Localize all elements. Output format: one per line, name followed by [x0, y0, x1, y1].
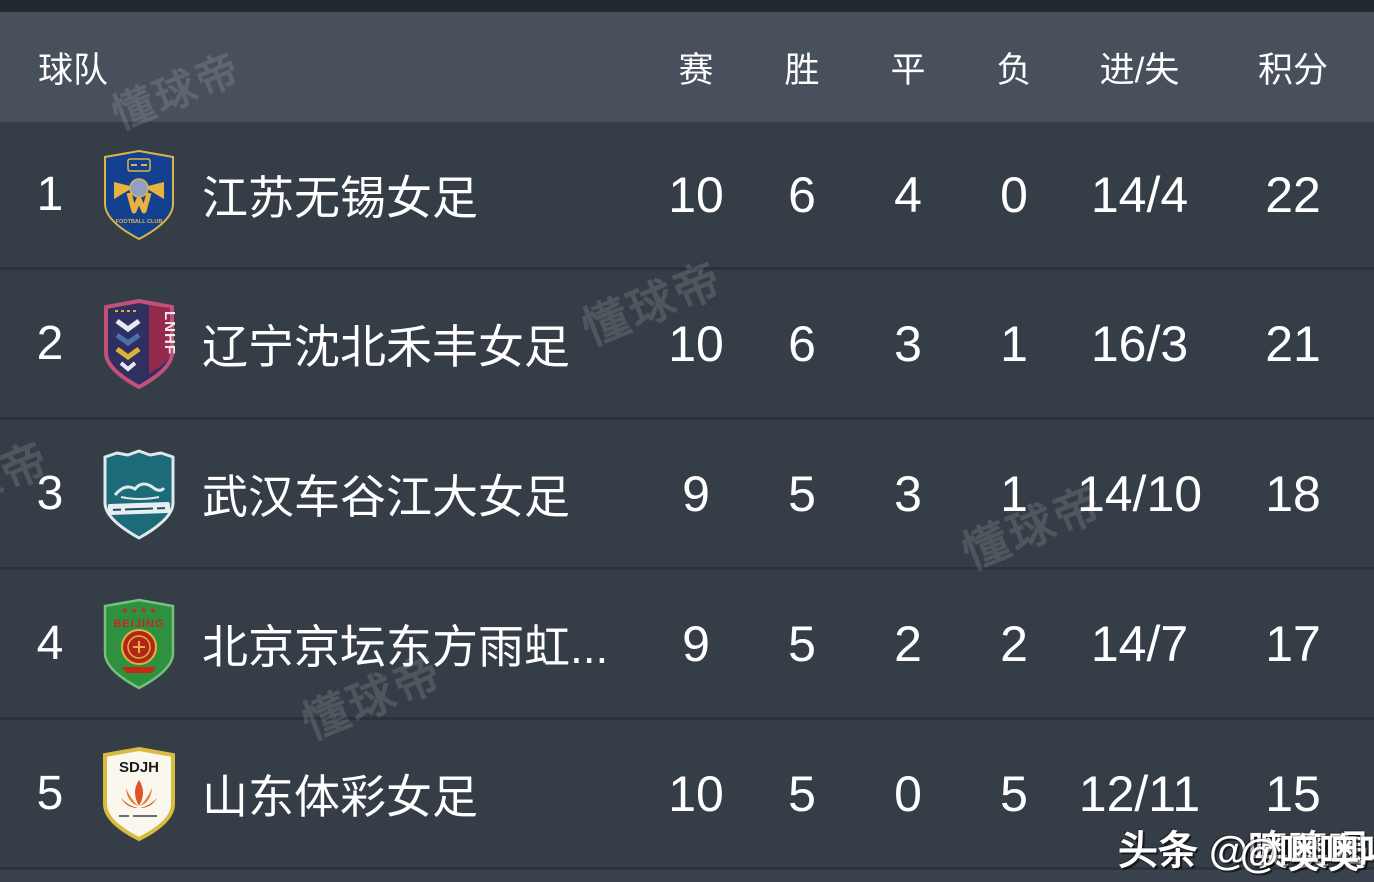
shandong-sdjh-badge-icon: SDJH [103, 746, 175, 841]
stat-played: 9 [682, 615, 710, 672]
stat-drawn: 3 [894, 315, 922, 372]
stat-goals: 14/4 [1090, 166, 1189, 223]
stat-lost: 0 [1000, 166, 1028, 223]
stat-won: 5 [788, 615, 816, 672]
next-row-partial [0, 867, 1374, 882]
team-badge: ★ ★ ★ ★ BEIJING [100, 598, 178, 690]
wuhan-jiangda-badge-icon [103, 449, 175, 539]
badge-text: SDJH [119, 759, 159, 776]
stat-points: 17 [1265, 615, 1321, 672]
liaoning-lnhf-badge-icon: LNHF [104, 298, 175, 389]
stat-won: 5 [788, 765, 816, 822]
stat-points: 21 [1265, 315, 1321, 372]
column-header-goals: 进/失 [1099, 50, 1180, 90]
standings-header-row: 球队 赛 胜 平 负 进/失 积分 [0, 12, 1374, 122]
column-header-played: 赛 [678, 50, 714, 90]
team-badge: FOOTBALL CLUB [100, 149, 178, 241]
stat-points: 22 [1265, 166, 1321, 223]
rank-label: 3 [36, 467, 64, 520]
standings-row[interactable]: 2 LNHF 辽宁沈北禾丰女足 10 6 3 1 16/3 21 [0, 267, 1374, 417]
stat-played: 10 [668, 765, 724, 822]
badge-text: LNHF [161, 311, 175, 355]
standings-row[interactable]: 1 FOOTBALL CLUB 江苏无锡女足 10 6 4 0 14/4 22 [0, 122, 1374, 267]
stat-goals: 14/10 [1076, 465, 1203, 522]
status-bar-strip [0, 0, 1374, 12]
rank-label: 5 [36, 767, 64, 820]
stat-goals: 14/7 [1090, 615, 1189, 672]
team-name[interactable]: 北京京坛东方雨虹... [202, 620, 609, 673]
svg-text:★ ★ ★ ★: ★ ★ ★ ★ [121, 606, 156, 615]
stat-lost: 1 [1000, 465, 1028, 522]
team-badge: SDJH [100, 746, 178, 842]
team-badge [100, 447, 178, 541]
team-name[interactable]: 江苏无锡女足 [202, 171, 478, 224]
stat-lost: 1 [1000, 315, 1028, 372]
stat-played: 10 [668, 315, 724, 372]
stat-drawn: 2 [894, 615, 922, 672]
stat-goals: 12/11 [1078, 765, 1201, 822]
stat-lost: 5 [1000, 765, 1028, 822]
stat-points: 18 [1265, 465, 1321, 522]
team-name[interactable]: 山东体彩女足 [202, 770, 478, 823]
column-header-won: 胜 [784, 50, 820, 90]
team-name[interactable]: 辽宁沈北禾丰女足 [202, 320, 570, 373]
column-header-team: 球队 [38, 50, 109, 90]
column-header-drawn: 平 [890, 50, 926, 90]
badge-text: FOOTBALL CLUB [116, 219, 163, 225]
rank-label: 4 [36, 617, 64, 670]
column-header-lost: 负 [996, 50, 1032, 90]
stat-goals: 16/3 [1090, 315, 1189, 372]
rank-label: 1 [36, 168, 64, 221]
standings-row[interactable]: 5 SDJH 山东体彩女足 10 5 0 5 12/11 15 [0, 717, 1374, 867]
stat-lost: 2 [1000, 615, 1028, 672]
stat-drawn: 0 [894, 765, 922, 822]
badge-text: BEIJING [113, 618, 164, 630]
stat-played: 10 [668, 166, 724, 223]
rank-label: 2 [36, 317, 64, 370]
standings-row[interactable]: 3 武汉车谷江大女足 9 5 3 1 14/10 18 [0, 417, 1374, 567]
jiangsu-wuxi-badge-icon: FOOTBALL CLUB [104, 149, 174, 240]
standings-row[interactable]: 4 ★ ★ ★ ★ BEIJING 北京京坛东方雨虹... 9 5 2 2 14… [0, 567, 1374, 717]
stat-drawn: 3 [894, 465, 922, 522]
stat-played: 9 [682, 465, 710, 522]
stat-points: 15 [1265, 765, 1321, 822]
stat-drawn: 4 [894, 166, 922, 223]
team-name[interactable]: 武汉车谷江大女足 [202, 470, 570, 523]
stat-won: 5 [788, 465, 816, 522]
beijing-jingtan-badge-icon: ★ ★ ★ ★ BEIJING [103, 598, 175, 689]
stat-won: 6 [788, 166, 816, 223]
column-header-points: 积分 [1257, 50, 1328, 90]
team-badge: LNHF [100, 298, 178, 389]
stat-won: 6 [788, 315, 816, 372]
